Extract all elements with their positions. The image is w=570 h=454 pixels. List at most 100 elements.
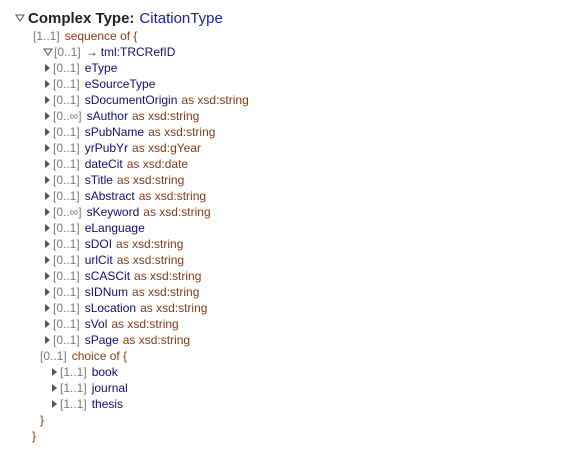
expand-triangle-icon[interactable] <box>45 208 50 216</box>
element-row[interactable]: [0..1] eType <box>14 60 249 76</box>
element-row[interactable]: [0..∞] sKeyword as xsd:string <box>14 204 249 220</box>
element-type: as xsd:string <box>140 301 208 315</box>
expand-triangle-icon[interactable] <box>45 336 50 344</box>
element-row[interactable]: [0..1] eLanguage <box>14 220 249 236</box>
expand-triangle-icon[interactable] <box>45 144 50 152</box>
element-name: sCASCit <box>84 269 131 283</box>
element-row[interactable]: [1..1] journal <box>14 380 249 396</box>
element-cardinality: [0..1] <box>53 141 80 155</box>
expand-triangle-icon[interactable] <box>52 400 57 408</box>
element-list: [0..1] eType [0..1] eSourceType [0..1] sDocum… <box>14 60 249 348</box>
element-name: eType <box>84 61 118 75</box>
element-name: sAuthor <box>86 109 128 123</box>
element-row[interactable]: [0..1] dateCit as xsd:date <box>14 156 249 172</box>
element-type: as xsd:string <box>143 205 211 219</box>
expand-triangle-icon[interactable] <box>45 224 50 232</box>
element-name: sPage <box>84 333 119 347</box>
element-type: as xsd:string <box>122 333 191 347</box>
close-brace-inner: } <box>40 413 45 427</box>
element-cardinality: [1..1] <box>60 365 87 379</box>
element-row[interactable]: [0..1] sCASCit as xsd:string <box>14 268 249 284</box>
choice-list: [1..1] book [1..1] journal [1..1] thesis <box>14 364 249 412</box>
element-row[interactable]: [0..1] sAbstract as xsd:string <box>14 188 249 204</box>
header-title: Complex Type: <box>28 9 135 27</box>
element-name: book <box>91 365 118 379</box>
element-row[interactable]: [0..1] sTitle as xsd:string <box>14 172 249 188</box>
element-cardinality: [0..1] <box>53 61 80 75</box>
element-row[interactable]: [0..1] sVol as xsd:string <box>14 316 249 332</box>
expand-triangle-icon[interactable] <box>45 288 50 296</box>
expand-triangle-icon[interactable] <box>52 368 57 376</box>
element-type: as xsd:string <box>116 237 184 251</box>
element-type: as xsd:string <box>116 173 185 187</box>
element-name: sAbstract <box>84 189 135 203</box>
expand-triangle-icon[interactable] <box>52 384 57 392</box>
expand-triangle-icon[interactable] <box>45 112 50 120</box>
element-cardinality: [0..1] <box>53 301 80 315</box>
expand-triangle-icon[interactable] <box>45 64 50 72</box>
header-type-name: CitationType <box>139 9 223 27</box>
expand-triangle-icon[interactable] <box>45 80 50 88</box>
element-row[interactable]: [1..1] book <box>14 364 249 380</box>
sequence-cardinality: [1..1] <box>33 29 60 43</box>
element-row[interactable]: [0..1] sPage as xsd:string <box>14 332 249 348</box>
element-cardinality: [0..1] <box>53 77 80 91</box>
element-row[interactable]: [0..1] yrPubYr as xsd:gYear <box>14 140 249 156</box>
expand-triangle-icon[interactable] <box>45 192 50 200</box>
element-name: sTitle <box>84 173 113 187</box>
element-type: as xsd:string <box>111 317 179 331</box>
element-type: as xsd:string <box>138 189 207 203</box>
expand-triangle-icon[interactable] <box>45 320 50 328</box>
element-type: as xsd:date <box>126 157 189 171</box>
expand-triangle-icon[interactable] <box>45 256 50 264</box>
sequence-label: sequence of { <box>64 29 138 43</box>
element-row[interactable]: [0..1] sDocumentOrigin as xsd:string <box>14 92 249 108</box>
expand-triangle-icon[interactable] <box>45 96 50 104</box>
element-row[interactable]: [0..1] sLocation as xsd:string <box>14 300 249 316</box>
close-brace-outer: } <box>32 429 37 443</box>
ref-name: tml:TRCRefID <box>100 45 176 59</box>
element-name: sKeyword <box>86 205 140 219</box>
element-cardinality: [0..1] <box>53 157 80 171</box>
element-cardinality: [0..1] <box>53 269 80 283</box>
element-name: sVol <box>84 317 108 331</box>
element-row[interactable]: [0..1] sDOI as xsd:string <box>14 236 249 252</box>
element-cardinality: [0..1] <box>53 221 80 235</box>
choice-cardinality: [0..1] <box>40 349 67 363</box>
element-name: thesis <box>91 397 124 411</box>
element-name: dateCit <box>84 157 123 171</box>
element-cardinality: [0..1] <box>53 93 80 107</box>
element-row[interactable]: [0..1] sPubName as xsd:string <box>14 124 249 140</box>
ref-row[interactable]: [0..1] → tml:TRCRefID <box>14 44 249 60</box>
element-cardinality: [0..1] <box>53 173 80 187</box>
element-name: journal <box>91 381 128 395</box>
element-row[interactable]: [0..1] urlCit as xsd:string <box>14 252 249 268</box>
element-cardinality: [0..∞] <box>53 109 82 123</box>
element-cardinality: [0..1] <box>53 189 80 203</box>
element-row[interactable]: [0..∞] sAuthor as xsd:string <box>14 108 249 124</box>
element-name: sDOI <box>84 237 113 251</box>
element-name: urlCit <box>84 253 113 267</box>
expand-triangle-icon[interactable] <box>45 272 50 280</box>
expand-triangle-icon[interactable] <box>45 160 50 168</box>
element-row[interactable]: [0..1] sIDNum as xsd:string <box>14 284 249 300</box>
choice-row: [0..1] choice of { <box>14 348 249 364</box>
element-name: yrPubYr <box>84 141 129 155</box>
element-row[interactable]: [1..1] thesis <box>14 396 249 412</box>
choice-label: choice of { <box>71 349 128 363</box>
expand-triangle-icon[interactable] <box>45 304 50 312</box>
element-cardinality: [0..1] <box>53 125 80 139</box>
element-row[interactable]: [0..1] eSourceType <box>14 76 249 92</box>
element-cardinality: [0..1] <box>53 285 80 299</box>
collapse-triangle-icon[interactable] <box>43 48 53 56</box>
element-type: as xsd:string <box>132 285 200 299</box>
element-type: as xsd:string <box>134 269 202 283</box>
element-cardinality: [0..1] <box>53 333 80 347</box>
collapse-triangle-icon[interactable] <box>14 14 26 22</box>
expand-triangle-icon[interactable] <box>45 128 50 136</box>
expand-triangle-icon[interactable] <box>45 176 50 184</box>
element-cardinality: [1..1] <box>60 397 87 411</box>
expand-triangle-icon[interactable] <box>45 240 50 248</box>
schema-tree: Complex Type: CitationType [1..1] sequen… <box>14 8 249 444</box>
ref-cardinality: [0..1] <box>54 45 81 59</box>
